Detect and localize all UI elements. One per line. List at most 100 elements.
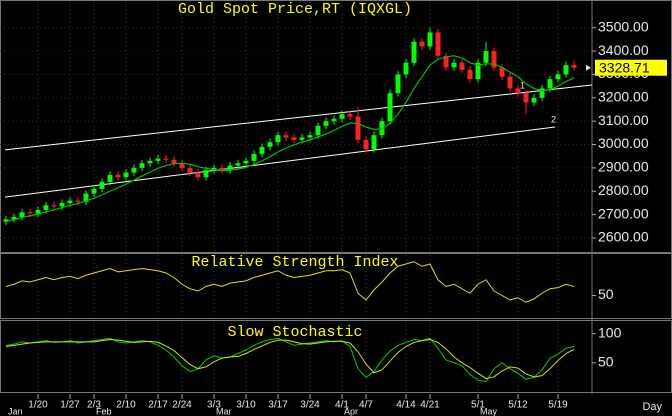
x-tick-label: 4/1 — [335, 400, 349, 411]
candle-body — [227, 165, 233, 171]
candle-body — [315, 125, 321, 136]
month-label: Jan — [8, 406, 23, 416]
candle-body — [43, 205, 49, 210]
candle-body — [187, 167, 193, 173]
chart-title: Relative Strength Index — [191, 254, 398, 271]
x-tick-label: 2/17 — [148, 400, 168, 411]
candle-body — [291, 137, 297, 140]
x-tick-label: 5/19 — [548, 400, 568, 411]
candle-body — [27, 212, 33, 214]
candle-body — [435, 32, 441, 56]
candle-body — [411, 41, 417, 63]
candle-body — [19, 212, 25, 217]
y-tick-label: 3100.00 — [598, 112, 649, 128]
x-tick-label: 5/12 — [508, 400, 528, 411]
candle-body — [35, 209, 41, 214]
x-tick-label: 3/3 — [207, 400, 221, 411]
candle-body — [491, 51, 497, 68]
candle-body — [507, 76, 513, 89]
trendline — [4, 126, 556, 198]
month-label: Apr — [344, 406, 358, 416]
x-tick-label: 2/10 — [116, 400, 136, 411]
indicator-line — [5, 337, 575, 383]
candle-body — [123, 172, 129, 178]
x-tick-label: 4/21 — [420, 400, 440, 411]
candle-body — [67, 200, 73, 203]
candle-body — [219, 167, 225, 171]
candle-body — [11, 216, 17, 220]
candle-body — [299, 137, 305, 140]
candle-body — [267, 142, 273, 147]
y-tick-label: 3000.00 — [598, 135, 649, 151]
x-tick-label: 5/1 — [471, 400, 485, 411]
candle-body — [355, 116, 361, 140]
x-tick-label: 3/17 — [268, 400, 288, 411]
candle-body — [547, 79, 553, 89]
candle-body — [531, 97, 537, 103]
candle-body — [179, 163, 185, 168]
candle-body — [363, 139, 369, 150]
y-tick-label: 2700.00 — [598, 205, 649, 221]
candle-body — [163, 158, 169, 160]
trendline-label: 1 — [520, 80, 525, 90]
candle-body — [371, 135, 377, 150]
candle-body — [75, 200, 81, 202]
candle-body — [275, 135, 281, 143]
candle-body — [3, 219, 9, 222]
x-tick-label: 2/3 — [87, 400, 101, 411]
chart-title: Slow Stochastic — [227, 324, 362, 341]
y-tick-label: 3500.00 — [598, 18, 649, 34]
x-tick-label: 4/14 — [396, 400, 416, 411]
x-tick-label: 4/7 — [359, 400, 373, 411]
candle-body — [83, 193, 89, 202]
month-label: Feb — [96, 406, 112, 416]
candle-body — [563, 65, 569, 75]
candle-body — [155, 158, 161, 161]
y-tick-label: 2600.00 — [598, 229, 649, 245]
candle-body — [243, 160, 249, 164]
candle-body — [499, 67, 505, 77]
candle-body — [515, 88, 521, 94]
x-tick-label: 3/10 — [236, 400, 256, 411]
candle-body — [235, 163, 241, 166]
candle-body — [147, 160, 153, 164]
candle-body — [331, 118, 337, 122]
candle-body — [403, 62, 409, 75]
candle-body — [307, 135, 313, 138]
last-price-label: 3328.71 — [599, 59, 650, 75]
month-label: Mar — [216, 406, 232, 416]
candle-body — [91, 188, 97, 194]
y-tick-label: 50 — [598, 354, 614, 370]
candle-body — [203, 170, 209, 178]
candle-body — [451, 62, 457, 68]
candle-body — [251, 153, 257, 161]
candle-body — [139, 163, 145, 168]
y-tick-label: 100 — [598, 324, 622, 340]
indicator-line — [5, 338, 575, 380]
candle-body — [99, 181, 105, 189]
indicator-line — [5, 261, 575, 303]
candle-body — [387, 93, 393, 122]
x-axis-label: Day — [642, 401, 662, 413]
candle-body — [483, 51, 489, 63]
candle-body — [171, 159, 177, 164]
last-price-box — [595, 59, 667, 76]
x-tick-label: 1/27 — [60, 400, 80, 411]
candle-body — [539, 88, 545, 98]
candle-body — [211, 167, 217, 171]
candle-body — [51, 205, 57, 207]
x-tick-label: 1/20 — [28, 400, 48, 411]
x-tick-label: 3/24 — [300, 400, 320, 411]
candle-body — [131, 167, 137, 173]
candle-body — [427, 32, 433, 47]
trendline — [4, 84, 593, 151]
candle-body — [555, 74, 561, 80]
candle-body — [115, 174, 121, 178]
y-tick-label: 3200.00 — [598, 88, 649, 104]
candle-body — [339, 114, 345, 119]
last-price-marker — [586, 64, 591, 71]
candle-body — [395, 74, 401, 94]
